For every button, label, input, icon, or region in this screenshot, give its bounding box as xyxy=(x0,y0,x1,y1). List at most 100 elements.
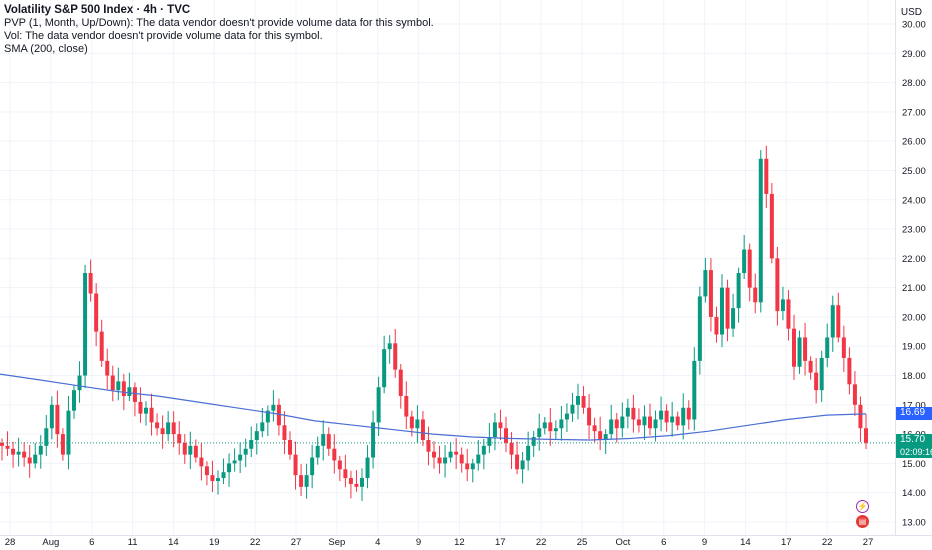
pvp-indicator-line[interactable]: PVP (1, Month, Up/Down): The data vendor… xyxy=(4,17,434,29)
candle xyxy=(448,442,453,463)
time-axis[interactable]: 28 Aug 6 11 14 19 22 27 Sep 4 9 12 17 22 25 Oct 6 9 14 17 22… xyxy=(5,537,874,548)
candle-body xyxy=(415,419,420,429)
candle-body xyxy=(343,469,348,479)
candle-body xyxy=(465,463,470,470)
candle xyxy=(686,400,691,430)
candle-body xyxy=(27,457,32,464)
candle xyxy=(127,372,132,401)
price-tick-label: 27.00 xyxy=(902,107,926,118)
candle-body xyxy=(864,428,868,443)
indicator-legend: Volatility S&P 500 Index · 4h · TVC PVP … xyxy=(4,4,434,56)
candle xyxy=(171,411,176,448)
candle-body xyxy=(11,448,16,455)
candle xyxy=(725,279,730,342)
candle-body xyxy=(659,410,664,420)
candle xyxy=(271,390,276,422)
candle xyxy=(360,468,364,501)
candle xyxy=(603,429,608,455)
price-tick-label: 18.00 xyxy=(902,371,926,382)
candle-body xyxy=(492,422,497,438)
sma-200-line xyxy=(0,373,867,441)
candle xyxy=(764,145,769,209)
candle xyxy=(204,461,209,486)
candle xyxy=(769,183,774,264)
candle-body xyxy=(625,407,630,417)
candle-body xyxy=(631,407,636,420)
candle xyxy=(160,415,165,449)
candle xyxy=(426,426,431,466)
candle xyxy=(94,283,99,347)
candle xyxy=(553,420,558,440)
candle xyxy=(498,409,503,441)
candle xyxy=(371,410,376,469)
candle-body xyxy=(49,404,54,429)
candle-body xyxy=(697,296,702,361)
symbol-title[interactable]: Volatility S&P 500 Index · 4h · TVC xyxy=(4,4,191,16)
candle-body xyxy=(819,357,824,391)
candle xyxy=(559,405,564,441)
candle-body xyxy=(94,293,99,332)
candle xyxy=(692,347,697,431)
time-tick-label: 14 xyxy=(740,537,751,548)
candle-body xyxy=(55,404,60,435)
candle xyxy=(116,367,121,401)
candle-body xyxy=(382,349,387,388)
candle xyxy=(5,431,10,456)
candle xyxy=(758,150,763,313)
candle-body xyxy=(564,413,569,420)
candle-body xyxy=(5,445,10,449)
candle xyxy=(332,434,337,474)
candle xyxy=(420,411,425,447)
candle-body xyxy=(443,457,448,464)
price-tick-label: 26.00 xyxy=(902,137,926,148)
candle xyxy=(33,443,38,469)
vol-indicator-line[interactable]: Vol: The data vendor doesn't provide vol… xyxy=(4,30,323,42)
candle xyxy=(437,445,442,474)
sma-indicator-line[interactable]: SMA (200, close) xyxy=(4,43,88,55)
candle-body xyxy=(797,337,802,367)
price-tick-label: 24.00 xyxy=(902,195,926,206)
candle-body xyxy=(780,299,785,312)
candle-body xyxy=(38,445,43,455)
candle xyxy=(564,403,569,433)
candle xyxy=(476,440,481,471)
candle-body xyxy=(769,193,774,259)
candle-body xyxy=(614,419,619,429)
candle-body xyxy=(720,287,724,335)
time-tick-label: 12 xyxy=(454,537,465,548)
candle-body xyxy=(670,416,675,423)
candle-body xyxy=(0,442,4,446)
time-tick-label: 19 xyxy=(209,537,220,548)
candle xyxy=(321,420,326,461)
currency-label[interactable]: USD xyxy=(900,7,922,18)
candle xyxy=(227,453,232,487)
candle xyxy=(819,350,824,402)
candle-body xyxy=(603,434,608,440)
candle xyxy=(459,447,464,473)
candle xyxy=(592,417,597,443)
candle xyxy=(825,323,830,368)
candle-body xyxy=(515,454,520,470)
us-flag-icon[interactable]: ▤ xyxy=(856,515,869,528)
candle-body xyxy=(182,442,187,455)
candle-body xyxy=(681,407,686,426)
candle xyxy=(504,416,508,453)
candle xyxy=(720,274,724,348)
candle-body xyxy=(686,407,691,420)
candle-body xyxy=(836,305,841,338)
candle xyxy=(648,403,652,436)
candle xyxy=(432,441,436,469)
candle-body xyxy=(60,434,65,455)
candle-body xyxy=(747,249,752,288)
price-tick-label: 30.00 xyxy=(902,20,926,31)
candle-body xyxy=(72,390,76,411)
lightning-icon[interactable]: ⚡ xyxy=(856,500,869,513)
candle xyxy=(382,335,387,394)
candle-body xyxy=(288,439,292,455)
candle xyxy=(138,387,143,423)
candle xyxy=(852,371,857,416)
candle-body xyxy=(775,258,780,312)
bar-countdown: 02:09:16 xyxy=(900,447,932,457)
candle-body xyxy=(803,337,808,361)
